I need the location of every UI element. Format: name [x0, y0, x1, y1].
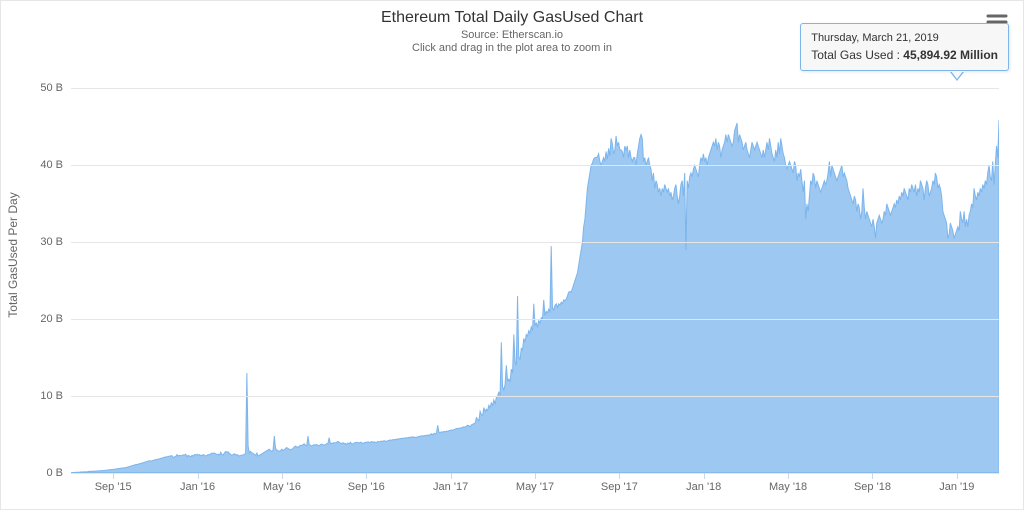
gridline — [71, 396, 999, 397]
gridline — [71, 319, 999, 320]
tooltip-caret — [951, 71, 963, 79]
x-tickmark — [788, 473, 789, 479]
x-tick-label: Sep '15 — [95, 481, 132, 493]
x-tickmark — [113, 473, 114, 479]
gridline — [71, 88, 999, 89]
x-tick-label: Jan '16 — [180, 481, 215, 493]
x-tickmark — [282, 473, 283, 479]
chart-container: Ethereum Total Daily GasUsed Chart Sourc… — [0, 0, 1024, 510]
x-tickmark — [366, 473, 367, 479]
x-tickmark — [619, 473, 620, 479]
y-tick-label: 0 B — [46, 467, 63, 479]
x-tick-label: Sep '17 — [601, 481, 638, 493]
tooltip-value: 45,894.92 Million — [903, 48, 998, 62]
y-tick-label: 10 B — [40, 390, 63, 402]
x-tick-label: Sep '16 — [348, 481, 385, 493]
tooltip-date: Thursday, March 21, 2019 — [811, 32, 998, 44]
y-tick-label: 20 B — [40, 313, 63, 325]
y-axis-label: Total GasUsed Per Day — [6, 192, 20, 317]
y-tick-label: 30 B — [40, 236, 63, 248]
gridline — [71, 242, 999, 243]
x-tickmark — [451, 473, 452, 479]
x-tickmark — [198, 473, 199, 479]
chart-tooltip: Thursday, March 21, 2019 Total Gas Used … — [800, 23, 1009, 71]
plot-area[interactable]: 0 B10 B20 B30 B40 B50 BSep '15Jan '16May… — [71, 73, 999, 473]
x-tick-label: Jan '17 — [433, 481, 468, 493]
x-tickmark — [957, 473, 958, 479]
x-tick-label: Jan '18 — [686, 481, 721, 493]
x-tickmark — [535, 473, 536, 479]
gridline — [71, 165, 999, 166]
x-tick-label: May '17 — [516, 481, 554, 493]
x-tick-label: Sep '18 — [854, 481, 891, 493]
x-tick-label: Jan '19 — [939, 481, 974, 493]
x-tickmark — [872, 473, 873, 479]
y-tick-label: 50 B — [40, 82, 63, 94]
x-tickmark — [704, 473, 705, 479]
area-series — [71, 73, 999, 473]
tooltip-label: Total Gas Used : — [811, 48, 900, 62]
y-tick-label: 40 B — [40, 159, 63, 171]
x-tick-label: May '16 — [263, 481, 301, 493]
x-tick-label: May '18 — [769, 481, 807, 493]
